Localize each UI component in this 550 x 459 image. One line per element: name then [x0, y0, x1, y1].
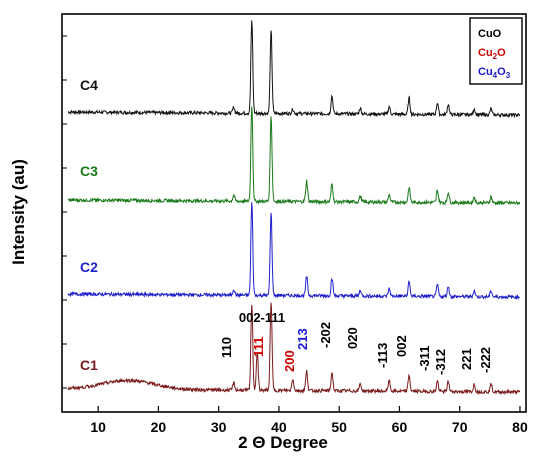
- annotation-label: 020: [345, 327, 360, 349]
- y-axis-label: Intensity (au): [9, 159, 28, 265]
- series-line-c3: [67, 106, 521, 206]
- legend-entry-cu4o3: Cu4O3: [478, 66, 511, 80]
- x-tick-label: 20: [151, 419, 167, 435]
- annotation-label: -312: [433, 349, 448, 375]
- annotation-label: 111: [251, 337, 266, 357]
- series-label-c1: C1: [80, 357, 98, 373]
- x-tick-label: 70: [452, 419, 468, 435]
- annotation-label: 221: [459, 348, 474, 370]
- annotation-label: 002: [394, 335, 409, 357]
- x-tick-label: 40: [271, 419, 287, 435]
- series-label-c3: C3: [80, 163, 98, 179]
- annotation-label: -113: [375, 343, 390, 368]
- series-label-c4: C4: [80, 77, 98, 93]
- series-line-c2: [67, 202, 520, 300]
- x-tick-label: 80: [512, 419, 528, 435]
- annotation-label: 110: [219, 337, 234, 358]
- legend-entry-cuo: CuO: [478, 28, 502, 40]
- series-line-c4: [67, 20, 521, 119]
- x-tick-label: 30: [211, 419, 227, 435]
- legend: CuO Cu2O Cu4O3: [469, 17, 523, 85]
- legend-box: [469, 17, 523, 85]
- annotation-label: 002-111: [239, 310, 285, 325]
- plot-frame: [61, 13, 527, 413]
- series-line-c1: [67, 302, 521, 396]
- legend-entry-cu2o: Cu2O: [478, 47, 506, 61]
- annotation-label: -202: [318, 322, 333, 348]
- tick-marks: [62, 35, 521, 412]
- x-tick-label: 10: [90, 419, 106, 435]
- x-tick-label: 50: [331, 419, 347, 435]
- annotation-label: -222: [478, 347, 493, 373]
- x-tick-label: 60: [392, 419, 408, 435]
- series-layer: [67, 20, 521, 396]
- annotation-label: 200: [282, 350, 297, 372]
- peak-annotations: 110 002-111 111 200 213 -202 020 -113 00…: [219, 310, 493, 375]
- annotation-label: -311: [417, 346, 432, 371]
- series-label-c2: C2: [80, 259, 98, 275]
- x-ticks: 10 20 30 40 50 60 70 80: [90, 419, 528, 435]
- annotation-label: 213: [295, 328, 310, 350]
- x-axis-label: 2 Θ Degree: [238, 433, 328, 452]
